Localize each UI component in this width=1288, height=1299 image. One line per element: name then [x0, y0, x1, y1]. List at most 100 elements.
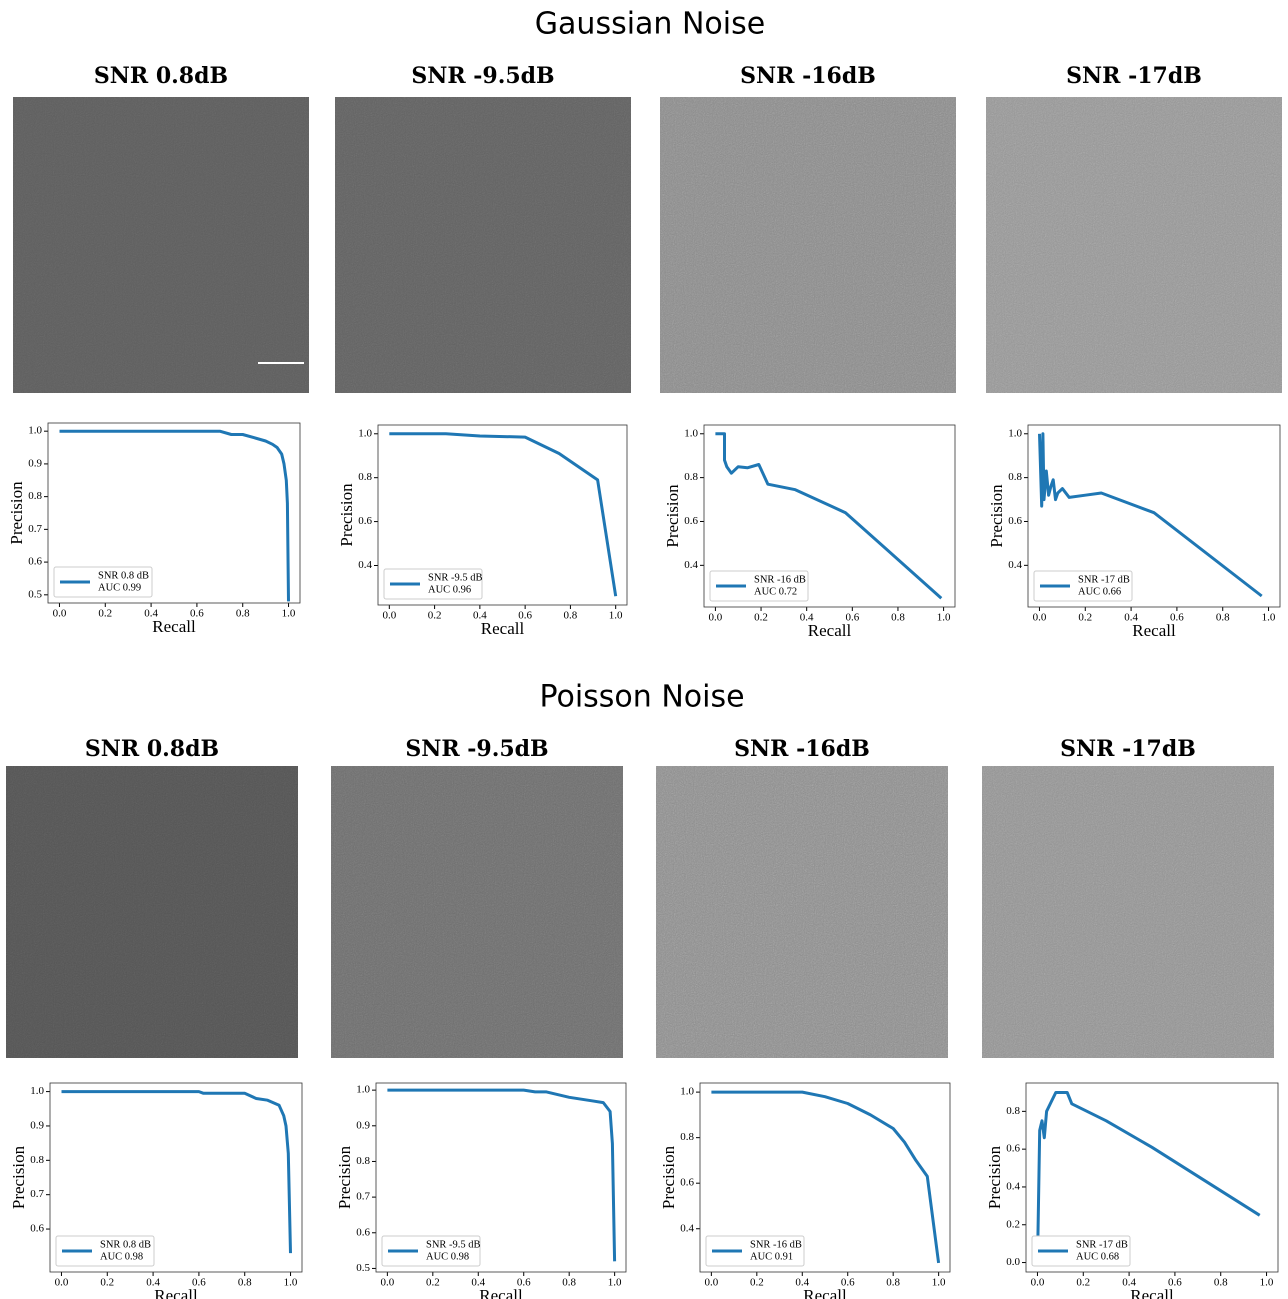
pr-curve: [59, 429, 290, 602]
micrograph-noise: [656, 766, 948, 1058]
plot-frame: [703, 424, 956, 608]
x-tick-label: 0.8: [562, 1277, 576, 1289]
legend-box: [1031, 1235, 1131, 1267]
x-tick-label: 1.0: [282, 608, 296, 620]
x-tick-label: 0.4: [1124, 612, 1138, 624]
legend-label: SNR -9.5 dB: [428, 572, 483, 583]
y-tick-label: 0.4: [680, 1222, 694, 1234]
legend-label: SNR -17 dB: [1078, 574, 1130, 585]
panel-title: SNR -16dB: [734, 736, 870, 762]
y-tick-label: 0.6: [1008, 515, 1022, 527]
x-tick-label: 1.0: [609, 610, 623, 622]
panel-title: SNR -16dB: [740, 63, 876, 89]
pr-curve: [1038, 432, 1263, 598]
x-tick-label: 0.0: [1033, 612, 1047, 624]
legend-box: [55, 1235, 155, 1267]
x-tick-label: 1.0: [1260, 1277, 1274, 1289]
legend-label: SNR 0.8 dB: [100, 1239, 151, 1250]
y-tick-label: 1.0: [1008, 427, 1022, 439]
x-tick-label: 0.4: [473, 610, 487, 622]
micrograph-noise: [982, 766, 1274, 1058]
legend-note: AUC 0.66: [1078, 586, 1121, 597]
panel-title: SNR -9.5dB: [405, 736, 548, 762]
y-tick-label: 0.6: [1006, 1143, 1020, 1155]
x-tick-label: 0.6: [1170, 612, 1184, 624]
y-tick-label: 1.0: [28, 425, 42, 437]
legend-box: [705, 1235, 805, 1267]
legend-note: AUC 0.91: [750, 1251, 793, 1262]
plot-frame: [377, 424, 628, 606]
panel-title: SNR -17dB: [1066, 63, 1202, 89]
x-tick-label: 0.6: [517, 1277, 531, 1289]
y-tick-label: 0.4: [1006, 1180, 1020, 1192]
legend-note: AUC 0.72: [754, 586, 797, 597]
legend-note: AUC 0.99: [98, 582, 141, 593]
y-tick-label: 0.8: [1008, 471, 1022, 483]
y-tick-label: 1.0: [684, 427, 698, 439]
x-tick-label: 1.0: [932, 1277, 946, 1289]
y-tick-label: 0.6: [358, 515, 372, 527]
y-tick-label: 0.7: [28, 523, 42, 535]
x-tick-label: 1.0: [1262, 612, 1276, 624]
y-tick-label: 0.5: [356, 1262, 370, 1274]
x-axis-label: Recall: [479, 1286, 523, 1299]
x-tick-label: 1.0: [284, 1277, 298, 1289]
x-tick-label: 0.2: [1076, 1277, 1090, 1289]
plot-frame: [49, 1082, 303, 1273]
x-axis-label: Recall: [803, 1286, 847, 1299]
y-tick-label: 1.0: [680, 1086, 694, 1098]
y-tick-label: 0.9: [30, 1119, 44, 1131]
x-tick-label: 0.2: [1078, 612, 1092, 624]
panel-title: SNR 0.8dB: [94, 63, 228, 89]
legend-box: [1033, 570, 1133, 602]
y-tick-label: 0.6: [680, 1177, 694, 1189]
pr-curve: [387, 1088, 617, 1262]
x-tick-label: 0.4: [146, 1277, 160, 1289]
panel-title: SNR -17dB: [1060, 736, 1196, 762]
x-tick-label: 0.6: [192, 1277, 206, 1289]
x-axis-label: Recall: [481, 619, 525, 638]
pr-curve: [715, 432, 943, 600]
plot-frame: [1025, 1082, 1279, 1273]
y-tick-label: 0.8: [356, 1155, 370, 1167]
legend-note: AUC 0.98: [100, 1251, 143, 1262]
panel-title: SNR 0.8dB: [85, 736, 219, 762]
legend-label: SNR 0.8 dB: [98, 570, 149, 581]
legend-note: AUC 0.96: [428, 584, 471, 595]
y-tick-label: 0.8: [30, 1154, 44, 1166]
plot-frame: [1027, 424, 1281, 608]
y-tick-label: 0.7: [356, 1191, 370, 1203]
x-tick-label: 0.4: [471, 1277, 485, 1289]
x-axis-label: Recall: [808, 621, 852, 640]
x-tick-label: 0.2: [428, 610, 442, 622]
y-axis-label: Precision: [9, 1145, 28, 1209]
x-tick-label: 0.6: [845, 612, 859, 624]
legend-box: [383, 568, 483, 600]
section-title: Gaussian Noise: [535, 7, 765, 42]
micrograph-noise: [13, 97, 309, 393]
x-tick-label: 1.0: [937, 612, 951, 624]
y-tick-label: 0.8: [358, 471, 372, 483]
pr-curve: [1036, 1091, 1261, 1263]
pr-curve: [389, 432, 618, 597]
y-tick-label: 0.6: [30, 1223, 44, 1235]
legend-note: AUC 0.98: [426, 1251, 469, 1262]
legend-label: SNR -9.5 dB: [426, 1239, 481, 1250]
x-tick-label: 0.2: [754, 612, 768, 624]
micrograph-noise: [986, 97, 1282, 393]
y-tick-label: 0.6: [356, 1226, 370, 1238]
x-tick-label: 0.8: [886, 1277, 900, 1289]
pr-curve: [711, 1090, 941, 1264]
x-tick-label: 0.4: [795, 1277, 809, 1289]
section-title: Poisson Noise: [539, 680, 744, 715]
x-tick-label: 0.4: [1122, 1277, 1136, 1289]
x-tick-label: 0.6: [190, 608, 204, 620]
x-tick-label: 0.0: [380, 1277, 394, 1289]
x-axis-label: Recall: [152, 617, 196, 636]
x-tick-label: 1.0: [608, 1277, 622, 1289]
y-tick-label: 0.6: [684, 515, 698, 527]
x-tick-label: 0.4: [800, 612, 814, 624]
x-tick-label: 0.2: [426, 1277, 440, 1289]
legend-note: AUC 0.68: [1076, 1251, 1119, 1262]
micrograph-noise: [331, 766, 623, 1058]
